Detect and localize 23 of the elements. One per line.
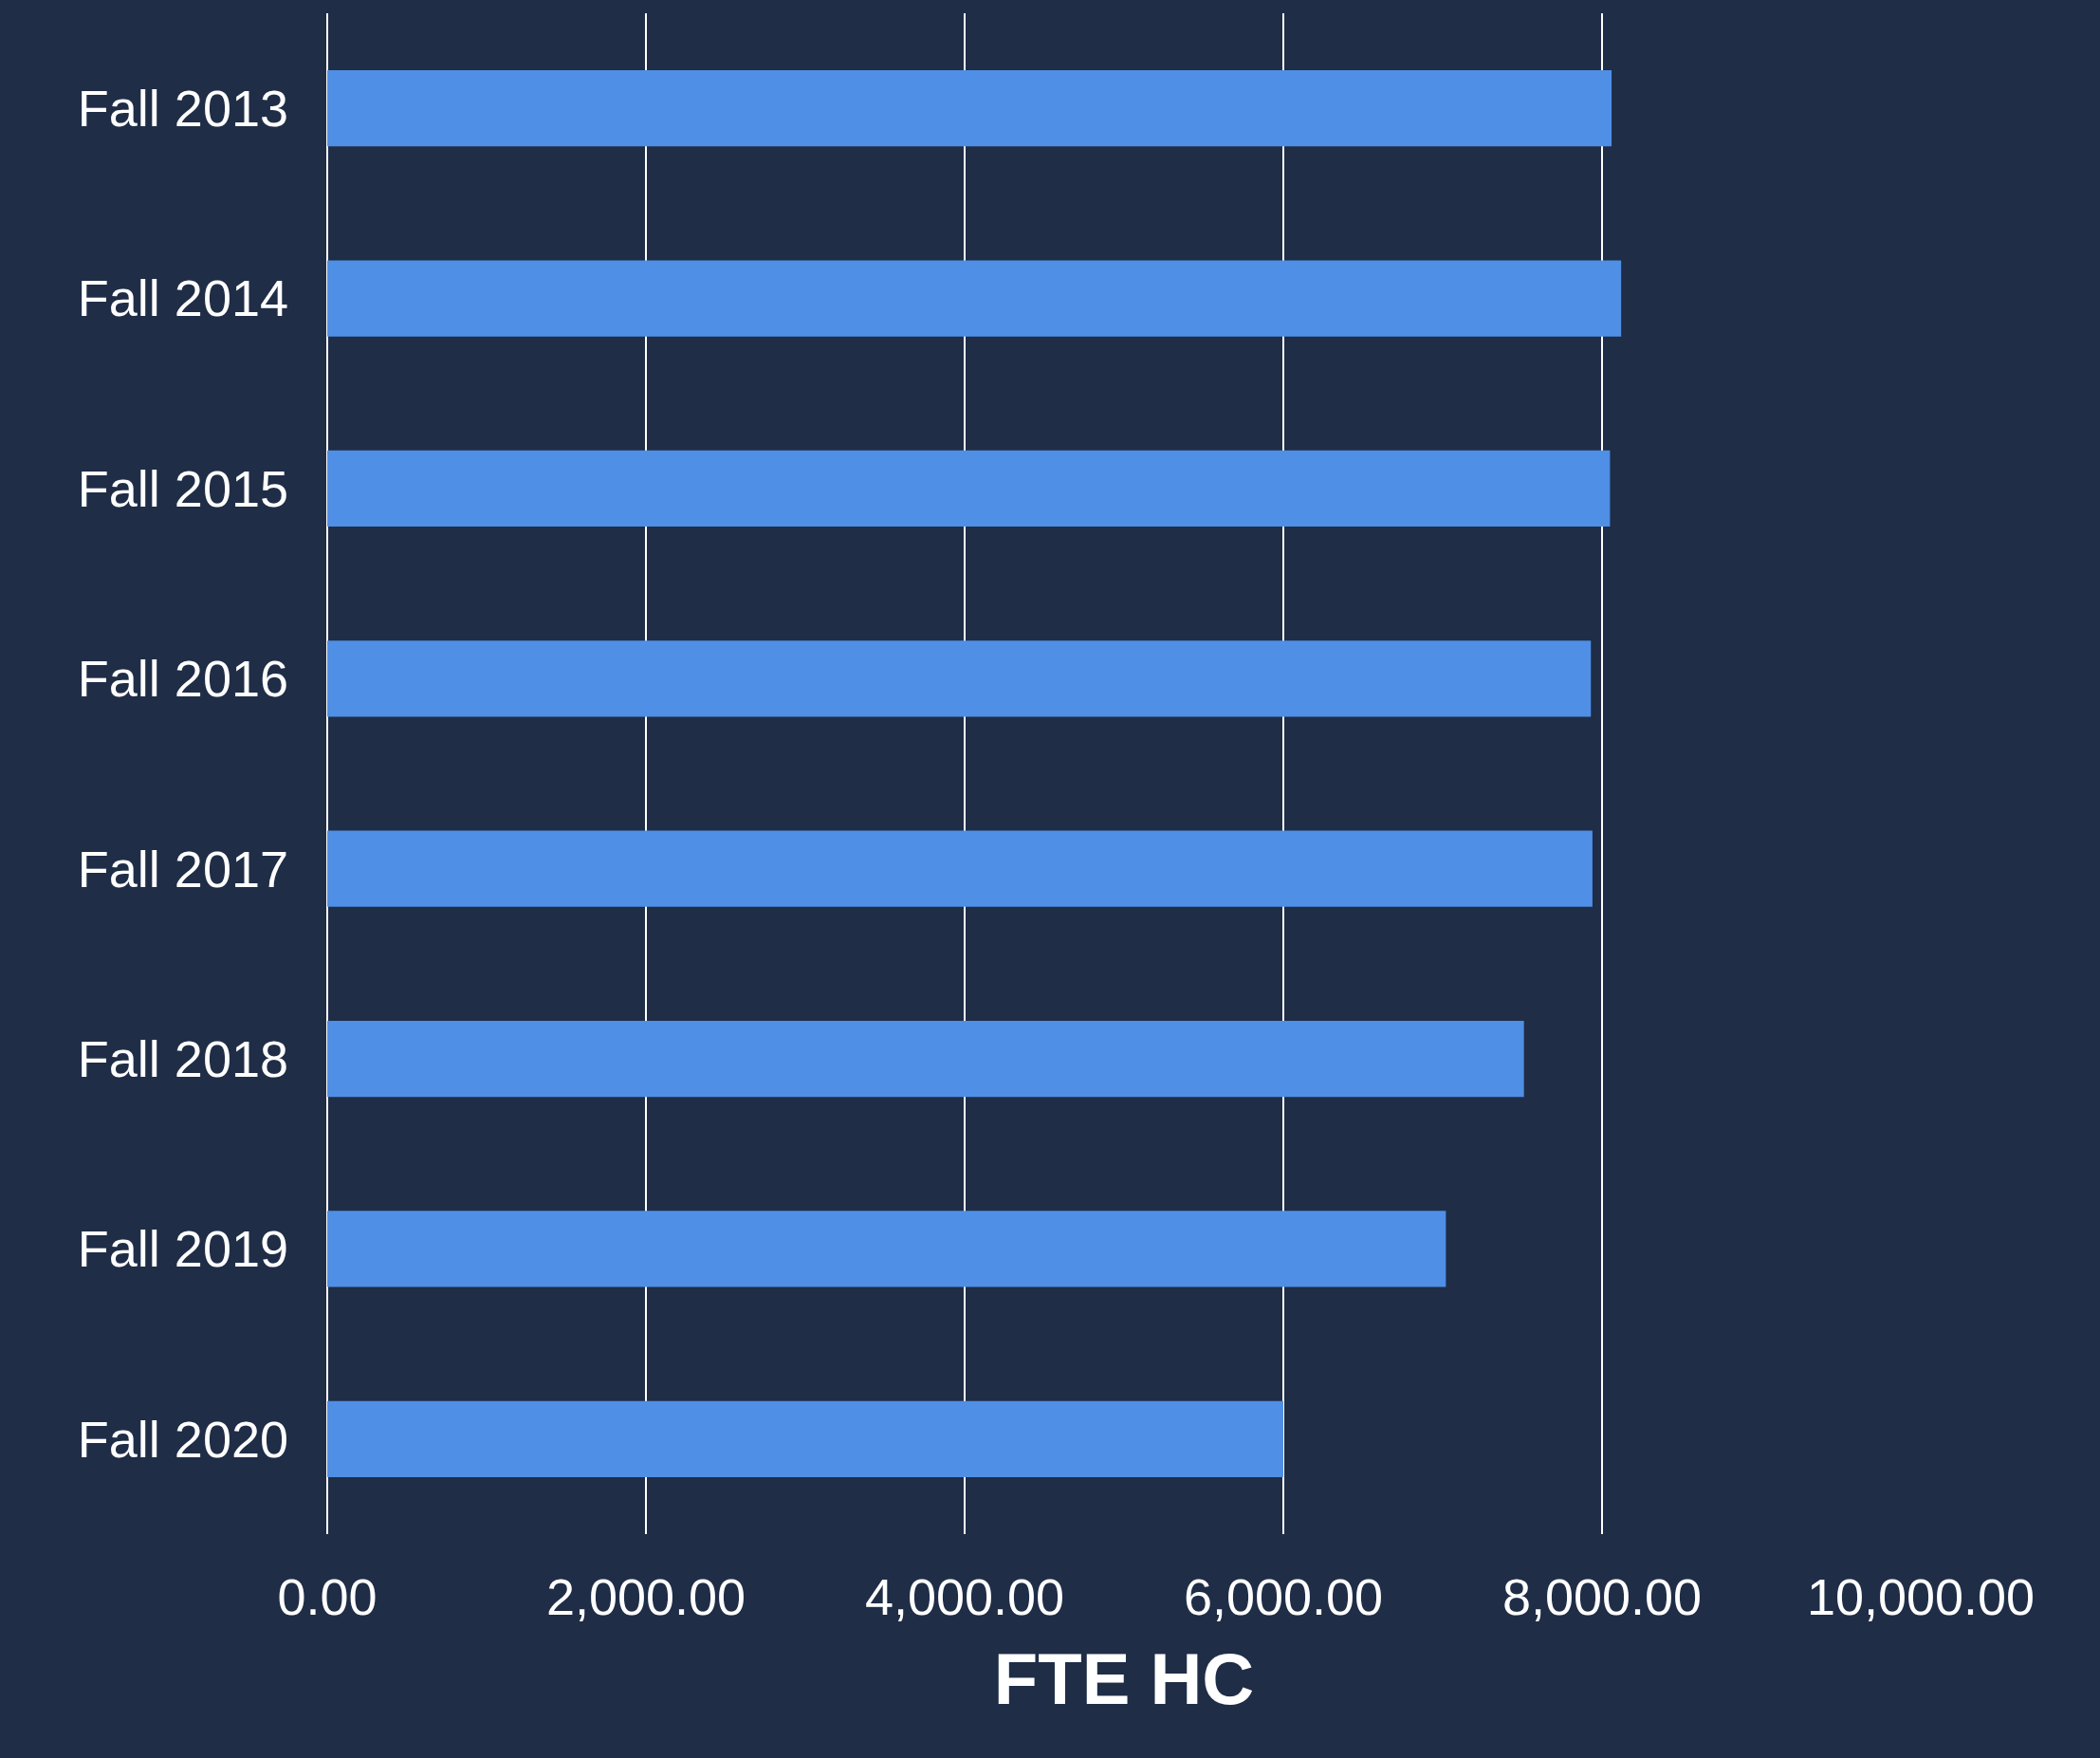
bar (327, 450, 1611, 527)
y-tick-label: Fall 2014 (77, 269, 288, 327)
y-tick-label: Fall 2019 (77, 1220, 288, 1278)
x-tick-label: 10,000.00 (1806, 1568, 2036, 1625)
x-tick-label: 4,000.00 (864, 1568, 1065, 1625)
bar (327, 260, 1622, 337)
x-tick-label: 8,000.00 (1501, 1568, 1703, 1625)
y-tick-label: Fall 2013 (77, 80, 288, 138)
x-tick-label: 2,000.00 (545, 1568, 746, 1625)
bar (327, 1211, 1446, 1287)
y-tick-label: Fall 2018 (77, 1029, 288, 1087)
x-tick-label: 6,000.00 (1183, 1568, 1384, 1625)
y-tick-label: Fall 2020 (77, 1410, 288, 1468)
y-tick-label: Fall 2015 (77, 459, 288, 517)
bar (327, 1020, 1524, 1098)
bar (327, 1400, 1283, 1477)
bar (327, 70, 1612, 147)
y-tick-label: Fall 2016 (77, 650, 288, 708)
y-tick-label: Fall 2017 (77, 840, 288, 898)
bar (327, 830, 1593, 907)
x-axis-title: FTE HC (993, 1638, 1255, 1719)
bar (327, 640, 1592, 717)
x-tick-label: 0.00 (277, 1568, 378, 1625)
